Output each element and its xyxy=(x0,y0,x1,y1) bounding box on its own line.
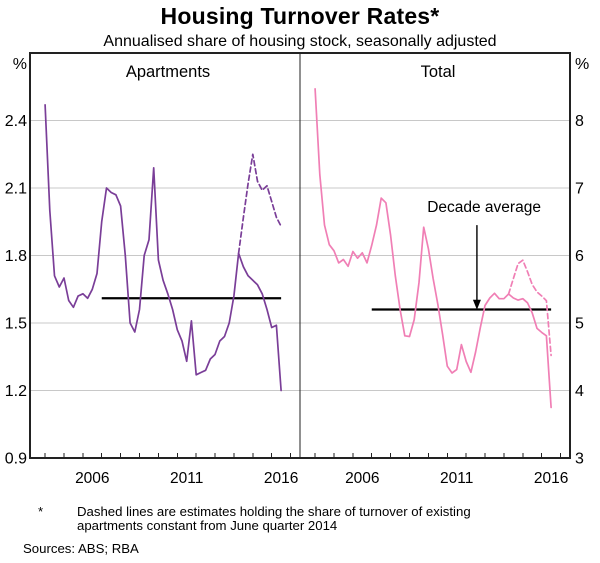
y-axis-tick-label: 1.2 xyxy=(5,383,27,400)
x-axis-year-label: 2006 xyxy=(345,470,379,487)
chart-subtitle: Annualised share of housing stock, seaso… xyxy=(103,33,497,50)
y-axis-tick-label: 5 xyxy=(575,316,584,333)
x-axis-year-label: 2016 xyxy=(264,470,298,487)
x-axis-year-label: 2006 xyxy=(75,470,109,487)
y-axis-tick-label: 1.8 xyxy=(5,248,27,265)
decade-average-annotation: Decade average xyxy=(427,199,541,216)
x-axis-year-label: 2016 xyxy=(534,470,568,487)
y-axis-tick-label: 8 xyxy=(575,113,584,130)
panel-title: Apartments xyxy=(126,63,210,81)
y-axis-tick-label: 3 xyxy=(575,451,584,468)
annotation-arrow-head xyxy=(472,299,481,310)
sources-note: Sources: ABS; RBA xyxy=(23,541,139,556)
panel-title: Total xyxy=(421,63,456,81)
series-total-dashed xyxy=(507,259,552,357)
series-total-solid xyxy=(314,87,552,409)
y-axis-tick-label: 1.5 xyxy=(5,316,27,333)
x-axis-year-label: 2011 xyxy=(170,470,203,487)
y-axis-tick-label: 2.4 xyxy=(5,113,27,130)
y-axis-tick-label: 2.1 xyxy=(5,181,27,198)
footnote-line-1: Dashed lines are estimates holding the s… xyxy=(77,504,471,519)
footnote-line-2: apartments constant from June quarter 20… xyxy=(77,518,338,533)
x-axis-year-label: 2011 xyxy=(440,470,473,487)
series-apartments-solid xyxy=(44,103,282,392)
series-apartments-dashed xyxy=(237,153,282,255)
y-axis-tick-label: 7 xyxy=(575,181,584,198)
y-axis-tick-label: 4 xyxy=(575,383,584,400)
y-axis-tick-label: 6 xyxy=(575,248,584,265)
y-axis-unit-label: % xyxy=(575,56,589,73)
footnote-marker: * xyxy=(38,504,44,519)
y-axis-unit-label: % xyxy=(13,56,27,73)
y-axis-tick-label: 0.9 xyxy=(5,451,27,468)
chart-title: Housing Turnover Rates* xyxy=(160,3,440,29)
